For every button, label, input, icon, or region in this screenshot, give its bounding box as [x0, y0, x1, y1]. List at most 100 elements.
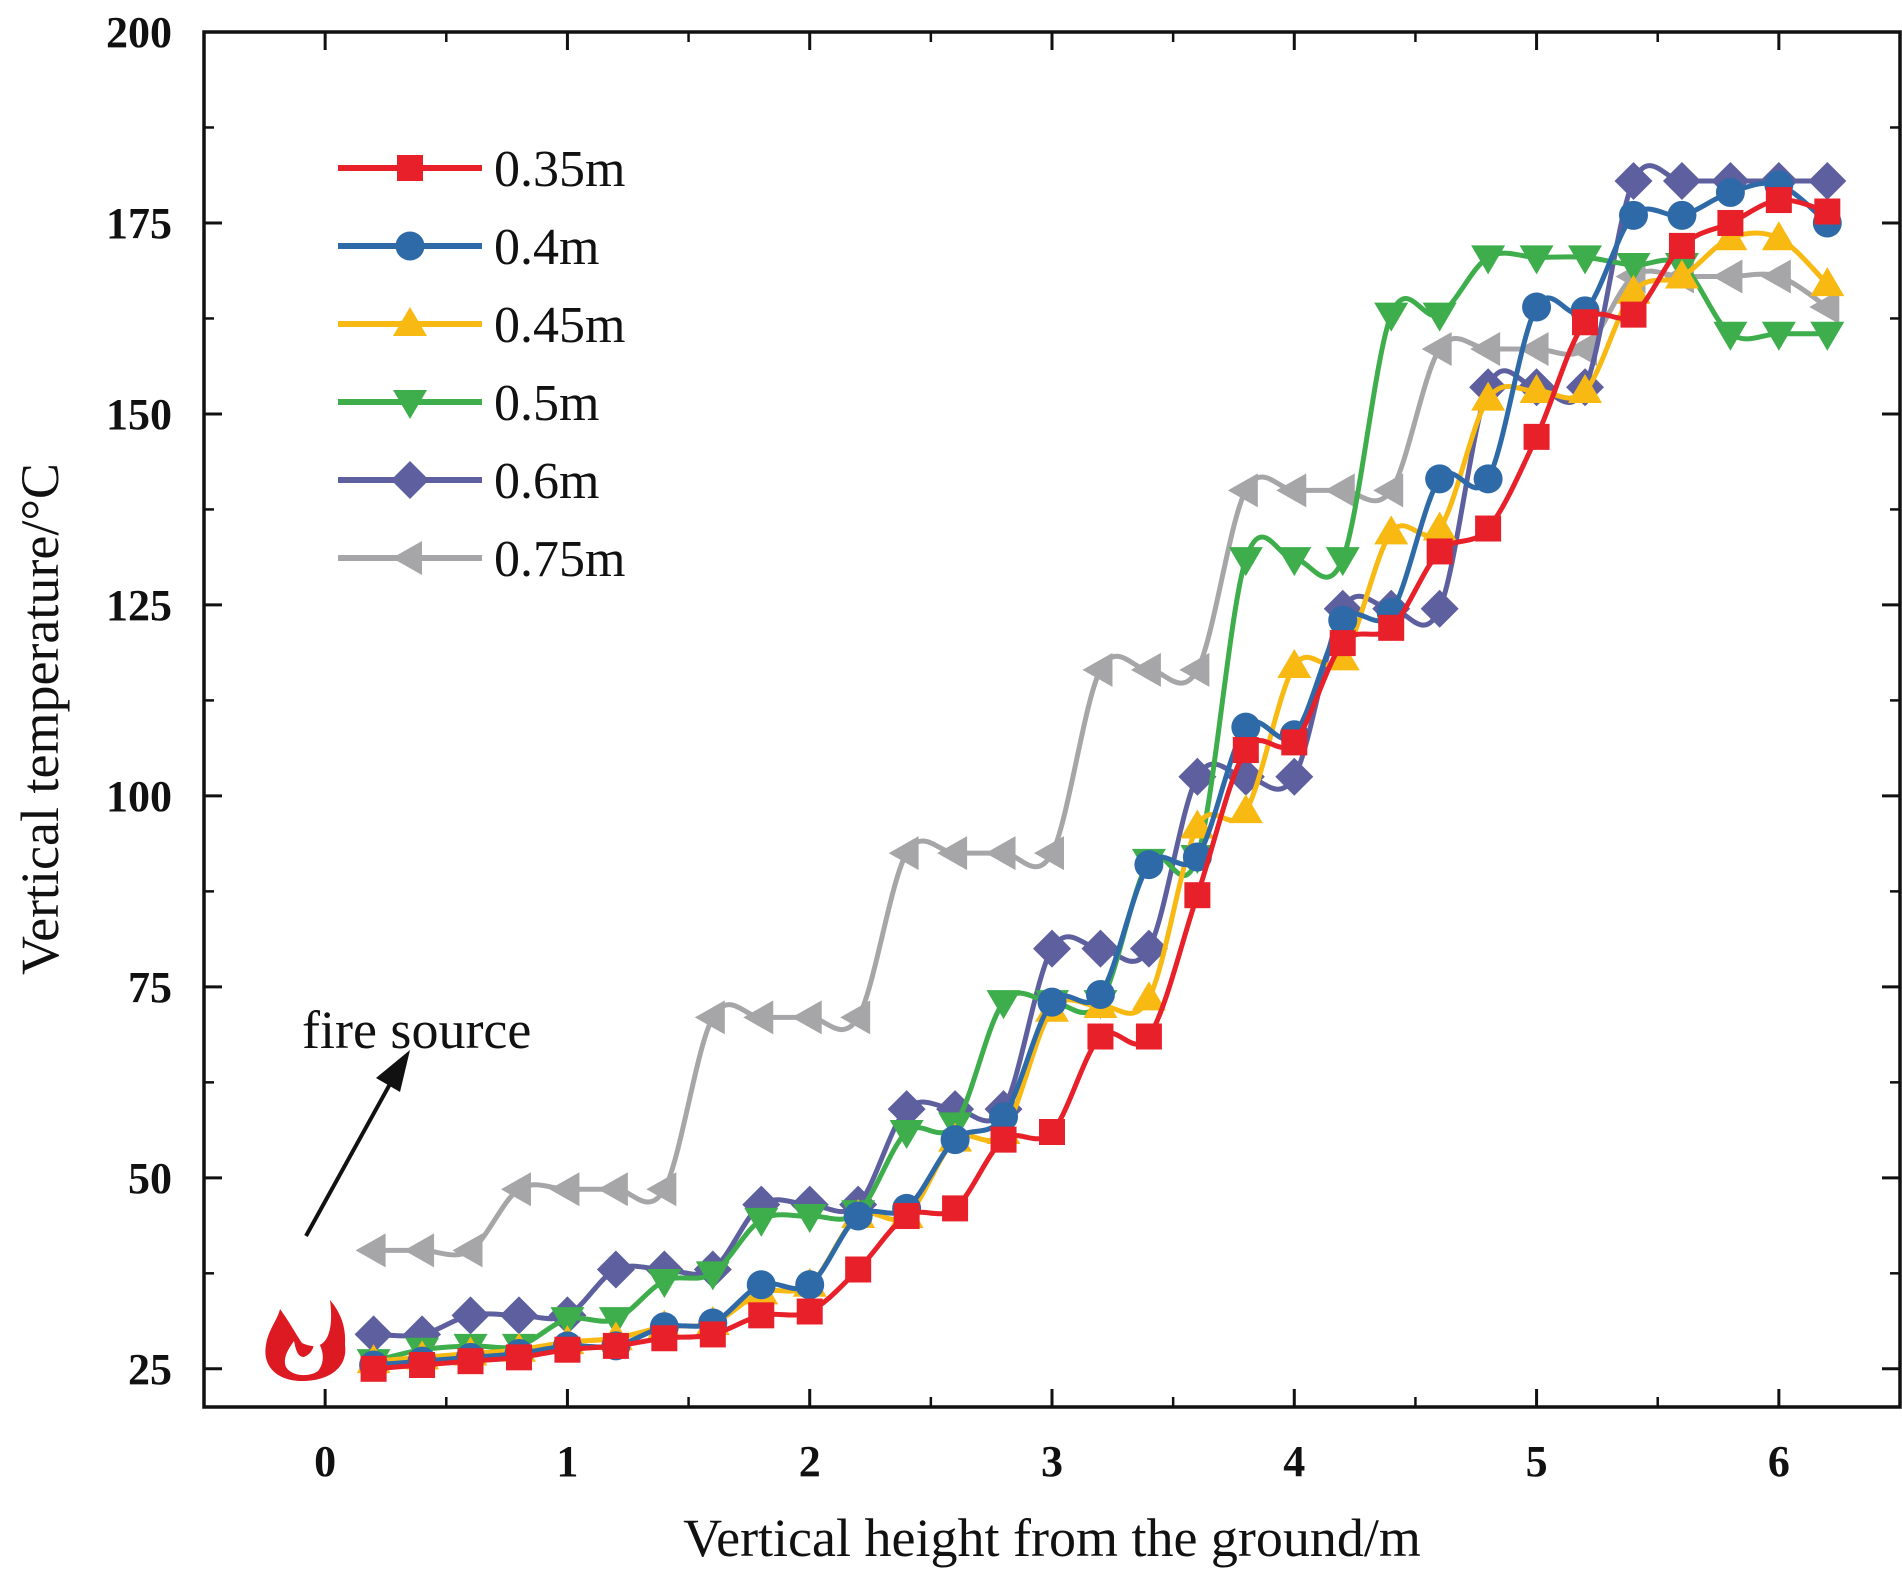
x-axis-label: Vertical height from the ground/m [683, 1508, 1421, 1568]
data-point [1033, 929, 1071, 968]
data-point [1715, 177, 1745, 207]
plot-frame [202, 30, 1902, 1409]
data-point [748, 1302, 775, 1329]
data-point [1572, 309, 1599, 336]
legend-item: 0.45m [338, 297, 625, 354]
data-point [1523, 423, 1550, 450]
legend-marker [395, 231, 425, 261]
data-point [550, 1307, 585, 1337]
data-point [1085, 980, 1115, 1009]
data-point [1814, 198, 1841, 225]
data-point [989, 1102, 1019, 1132]
data-point [1129, 929, 1168, 968]
data-point [651, 1325, 678, 1352]
data-point [1519, 374, 1554, 404]
legend-item: 0.5m [338, 375, 599, 432]
data-point [1329, 630, 1356, 657]
data-point [1713, 321, 1748, 351]
data-point [887, 1090, 926, 1129]
data-point [889, 1120, 924, 1149]
data-point [1620, 301, 1647, 328]
data-point [1374, 302, 1409, 332]
x-tick-label: 3 [1041, 1437, 1063, 1486]
data-point [1761, 321, 1796, 351]
data-point [1087, 1023, 1114, 1050]
data-point [457, 1348, 484, 1375]
data-point [791, 1000, 822, 1035]
data-point [1616, 252, 1651, 282]
data-point [1667, 200, 1697, 230]
data-point [1374, 515, 1409, 545]
data-point [695, 1261, 730, 1291]
data-point [1519, 245, 1554, 275]
data-point [1184, 882, 1211, 909]
data-point [1470, 332, 1501, 367]
x-tick-label: 2 [799, 1437, 821, 1486]
data-point [743, 1000, 774, 1035]
data-point [1668, 232, 1695, 259]
data-point [1180, 809, 1215, 839]
data-point [505, 1344, 532, 1371]
legend-marker [391, 461, 429, 499]
data-point [1809, 290, 1840, 324]
legend-label: 0.5m [494, 375, 599, 432]
data-point [1420, 589, 1459, 628]
data-point [1324, 473, 1355, 508]
data-point [451, 1296, 490, 1335]
data-point [1277, 649, 1312, 679]
legend-label: 0.45m [494, 297, 625, 354]
data-point [596, 1250, 635, 1289]
data-point [1228, 794, 1263, 824]
data-point [360, 1355, 387, 1382]
data-point [1276, 473, 1307, 508]
data-point [597, 1172, 628, 1207]
data-point [845, 1256, 872, 1283]
data-point [1328, 605, 1358, 635]
data-point [1325, 547, 1360, 577]
data-point [554, 1336, 581, 1363]
x-tick-label: 4 [1283, 1437, 1305, 1486]
data-point [796, 1298, 823, 1325]
data-point [1281, 729, 1308, 756]
data-point [1231, 712, 1261, 742]
annotation-arrow [304, 1083, 392, 1237]
x-tick-label: 6 [1768, 1437, 1790, 1486]
x-tick-label: 1 [556, 1437, 578, 1486]
data-point [1614, 161, 1653, 200]
data-point [1421, 332, 1452, 367]
data-point [1134, 850, 1164, 880]
legend-label: 0.75m [494, 531, 625, 588]
data-point [1618, 200, 1648, 230]
data-point [840, 1000, 871, 1035]
data-point [1179, 652, 1210, 687]
data-point [647, 1268, 682, 1298]
data-point [1034, 836, 1064, 871]
data-point [1378, 614, 1405, 641]
data-point [1471, 245, 1506, 275]
data-point [1232, 737, 1259, 764]
y-tick-label: 25 [128, 1345, 172, 1394]
data-point [1717, 209, 1744, 236]
data-point [1808, 161, 1847, 200]
data-point [499, 1296, 538, 1335]
legend-item: 0.35m [338, 141, 625, 198]
data-point [452, 1233, 483, 1268]
tick-labels: 25 50 75 100 125 150 175 200 0 1 2 3 4 5 6 [106, 8, 1790, 1486]
data-point [1425, 464, 1455, 494]
data-point [500, 1172, 531, 1207]
legend-item: 0.75m [338, 531, 625, 588]
legend-item: 0.4m [338, 219, 599, 276]
y-tick-label: 150 [106, 390, 172, 439]
y-tick-label: 50 [128, 1154, 172, 1203]
series-line [373, 268, 1829, 1258]
y-tick-label: 125 [106, 581, 172, 630]
data-point [1522, 292, 1552, 322]
data-point [795, 1270, 825, 1300]
y-tick-label: 100 [106, 772, 172, 821]
flame-icon [265, 1300, 346, 1381]
data-point [1712, 259, 1743, 294]
data-point [1568, 374, 1603, 404]
data-point [1130, 652, 1161, 687]
y-tick-label: 175 [106, 199, 172, 248]
